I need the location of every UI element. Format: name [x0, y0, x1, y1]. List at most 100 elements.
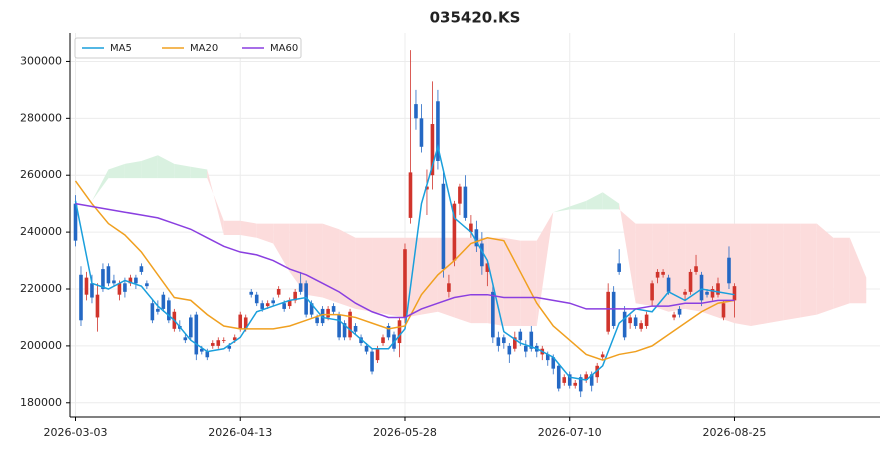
candle-body: [397, 320, 402, 344]
y-tick-label: 300000: [20, 54, 62, 67]
candle-body: [101, 269, 105, 289]
candle-body: [210, 343, 215, 346]
candle-body: [403, 249, 407, 318]
candle-body: [84, 277, 89, 295]
candle-body: [156, 308, 160, 312]
candle-body: [480, 243, 484, 267]
cloud-segment: [108, 163, 125, 179]
legend: MA5 MA20 MA60: [74, 37, 302, 59]
cloud-segment: [174, 163, 191, 179]
candle-body: [562, 377, 567, 383]
candle-body: [628, 317, 632, 324]
cloud-segment: [635, 223, 653, 307]
candle-body: [699, 274, 704, 301]
cloud-segment: [668, 223, 686, 312]
cloud-segment: [372, 237, 389, 315]
cloud-segment: [833, 237, 850, 309]
candle-body: [276, 289, 281, 295]
candle-body: [271, 300, 275, 304]
candle-body: [447, 283, 451, 292]
ma-line: [74, 143, 735, 381]
cloud-segment: [388, 237, 405, 318]
cloud-segment: [569, 200, 587, 210]
candle-body: [337, 314, 341, 338]
cloud-segment: [339, 229, 356, 309]
x-tick-label: 2026-05-28: [373, 426, 437, 439]
chart-title: 035420.KS: [430, 9, 521, 27]
candle-body: [578, 377, 583, 392]
candle-body: [254, 294, 259, 304]
legend-label: MA5: [110, 43, 132, 54]
candle-body: [556, 365, 561, 389]
cloud-segment: [849, 237, 867, 304]
candle-body: [469, 223, 473, 233]
y-tick-label: 220000: [20, 282, 62, 295]
cloud-segment: [536, 212, 554, 326]
candle-body: [216, 340, 221, 346]
candle-body: [452, 203, 457, 261]
cloud-segment: [767, 223, 784, 324]
candle-body: [79, 274, 83, 321]
candle-body: [243, 317, 248, 329]
candle-body: [639, 323, 643, 329]
x-tick-label: 2026-04-13: [208, 426, 272, 439]
cloud-segment: [289, 223, 307, 295]
candle-body: [705, 291, 709, 295]
candle-body: [650, 283, 654, 301]
candle-body: [199, 348, 204, 352]
candle-body: [727, 257, 731, 284]
candle-body: [507, 345, 512, 355]
candle-body: [150, 303, 155, 321]
candle-body: [710, 289, 715, 298]
cloud-segment: [355, 237, 373, 312]
candle-body: [441, 183, 446, 270]
candle-body: [249, 291, 254, 295]
candle-body: [90, 283, 94, 298]
candle-body: [414, 104, 418, 119]
cloud-segment: [750, 223, 768, 326]
candle-body: [326, 308, 330, 318]
cloud-segment: [306, 223, 323, 298]
candle-body: [304, 283, 308, 315]
cloud-segment: [157, 155, 175, 179]
ma-line: [75, 202, 735, 319]
candle-body: [331, 306, 336, 312]
y-tick-label: 200000: [20, 339, 62, 352]
cloud-segment: [223, 220, 241, 235]
candle-body: [73, 203, 78, 241]
candle-body: [227, 345, 232, 349]
x-tick-label: 2026-03-03: [44, 426, 108, 439]
candle-body: [386, 325, 391, 338]
candle-body: [523, 345, 528, 352]
cloud-segment: [421, 237, 438, 315]
candle-body: [381, 337, 385, 344]
candle-body: [474, 229, 479, 247]
candle-body: [458, 186, 462, 204]
candle-body: [134, 277, 138, 284]
cloud-segment: [124, 161, 142, 179]
cloud-segment: [207, 169, 224, 235]
candle-body: [463, 186, 468, 218]
candle-body: [644, 314, 649, 326]
candle-body: [721, 303, 726, 318]
candle-body: [666, 277, 671, 292]
candle-body: [95, 294, 100, 318]
candle-body: [232, 337, 237, 341]
candle-body: [502, 337, 506, 344]
candle-body: [688, 271, 693, 292]
candle-body: [408, 172, 413, 218]
candle-body: [589, 374, 594, 386]
candle-body: [655, 271, 660, 278]
cloud-segment: [141, 155, 158, 179]
candle-body: [265, 303, 270, 307]
candle-body: [183, 337, 188, 341]
candle-body: [584, 374, 589, 381]
candle-body: [573, 382, 578, 386]
cloud-segment: [816, 223, 834, 315]
candle-body: [606, 291, 610, 332]
candle-body: [194, 314, 199, 355]
cloud-segment: [273, 223, 290, 272]
cloud-segment: [503, 237, 521, 326]
